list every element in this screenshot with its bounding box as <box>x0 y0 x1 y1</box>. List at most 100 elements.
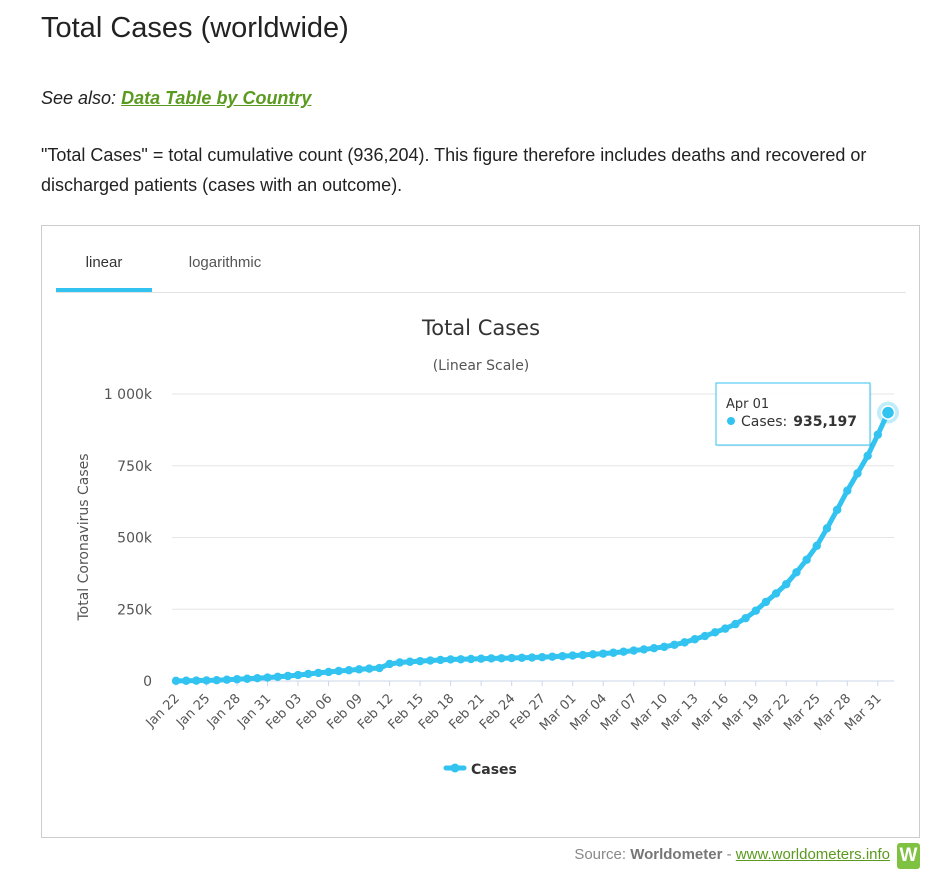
data-point <box>253 673 262 683</box>
data-point <box>415 656 425 666</box>
see-also-label: See also: <box>41 88 117 108</box>
tab-linear[interactable]: linear <box>56 244 152 292</box>
y-tick-label: 1 000k <box>104 387 153 403</box>
x-tick-label: Jan 22 <box>143 691 183 731</box>
chart-container: linear logarithmic Total Cases (Linear Sc… <box>41 225 920 838</box>
series-line-cases <box>173 410 891 684</box>
data-point <box>426 656 435 665</box>
data-point <box>588 650 598 659</box>
data-point <box>710 628 720 637</box>
data-point <box>721 624 730 633</box>
hover-point <box>880 405 896 420</box>
data-point <box>822 524 832 533</box>
data-point <box>863 451 872 460</box>
description: "Total Cases" = total cumulative count (… <box>41 145 867 195</box>
data-point <box>192 676 201 685</box>
y-tick-label: 0 <box>143 674 152 690</box>
data-point <box>476 654 486 663</box>
data-point <box>375 663 384 673</box>
data-point <box>202 676 211 685</box>
data-point <box>456 655 465 664</box>
data-point <box>232 675 242 684</box>
scale-tabs: linear logarithmic <box>56 244 906 293</box>
data-point <box>263 673 272 682</box>
data-point <box>649 643 659 653</box>
tooltip-box <box>715 382 871 446</box>
see-also: See also: Data Table by Country <box>41 88 311 109</box>
data-point <box>385 659 394 669</box>
data-point <box>507 653 516 663</box>
data-point <box>283 671 293 681</box>
data-point <box>558 651 567 661</box>
data-point <box>771 589 781 598</box>
data-point <box>599 649 608 658</box>
data-point <box>741 613 750 623</box>
data-point <box>751 606 760 615</box>
data-point <box>324 667 333 677</box>
data-point <box>171 676 181 686</box>
tooltip-series-label: Cases: <box>741 414 787 430</box>
legend-marker-cases <box>450 763 460 773</box>
data-point <box>812 541 821 551</box>
chart-title: Total Cases <box>421 316 540 340</box>
data-point <box>273 672 282 682</box>
data-point <box>466 654 476 664</box>
data-point <box>304 669 313 679</box>
source-name: Worldometer <box>630 846 723 863</box>
data-point <box>436 655 445 665</box>
data-point <box>843 486 852 495</box>
data-point <box>497 654 506 663</box>
tooltip-value: 935,197 <box>793 414 857 430</box>
data-point <box>680 638 689 647</box>
y-tick-label: 250k <box>117 602 153 618</box>
legend-label-cases: Cases <box>471 762 517 778</box>
data-point <box>243 674 252 683</box>
x-tick-label: Jan 25 <box>173 691 213 731</box>
source-label: Source: <box>574 846 627 863</box>
data-point <box>334 666 343 676</box>
chart-subtitle: (Linear Scale) <box>433 358 530 374</box>
data-point <box>222 675 232 684</box>
data-point <box>670 640 679 649</box>
page-title: Total Cases (worldwide) <box>41 12 349 44</box>
data-point <box>181 676 191 685</box>
data-point <box>578 650 588 660</box>
data-table-link[interactable]: Data Table by Country <box>121 88 312 108</box>
data-point <box>293 670 303 680</box>
data-point <box>690 635 699 644</box>
data-point <box>832 505 842 515</box>
tooltip-series-dot <box>727 417 735 425</box>
data-point <box>548 652 557 661</box>
data-point <box>405 657 415 666</box>
data-point <box>660 642 669 652</box>
data-point <box>782 579 791 589</box>
data-point <box>487 654 496 663</box>
data-point <box>609 648 618 657</box>
data-point <box>314 668 323 678</box>
data-point <box>517 653 527 663</box>
y-axis-title: Total Coronavirus Cases <box>76 453 92 621</box>
data-point <box>365 664 374 673</box>
source-credit: Source: Worldometer - www.worldometers.i… <box>574 846 890 863</box>
data-point <box>853 469 862 478</box>
data-point <box>568 651 577 660</box>
data-point <box>619 647 628 656</box>
data-point <box>537 652 547 662</box>
x-tick-label: Jan 28 <box>204 691 244 731</box>
data-point <box>873 430 883 439</box>
y-tick-label: 500k <box>117 531 153 547</box>
data-point <box>792 568 801 577</box>
data-point <box>761 597 771 607</box>
source-separator: - <box>726 846 732 863</box>
worldometer-logo-icon[interactable]: W <box>897 843 920 869</box>
data-point <box>700 631 710 641</box>
data-point <box>639 645 649 654</box>
chart-svg: Total Cases (Linear Scale) Total Coronavir… <box>76 316 899 778</box>
tooltip-date: Apr 01 <box>726 397 769 412</box>
data-point <box>212 675 221 685</box>
data-point <box>802 555 811 564</box>
data-point <box>527 653 537 662</box>
tab-logarithmic[interactable]: logarithmic <box>188 254 262 271</box>
data-point <box>731 619 740 629</box>
source-url-link[interactable]: www.worldometers.info <box>735 846 890 863</box>
